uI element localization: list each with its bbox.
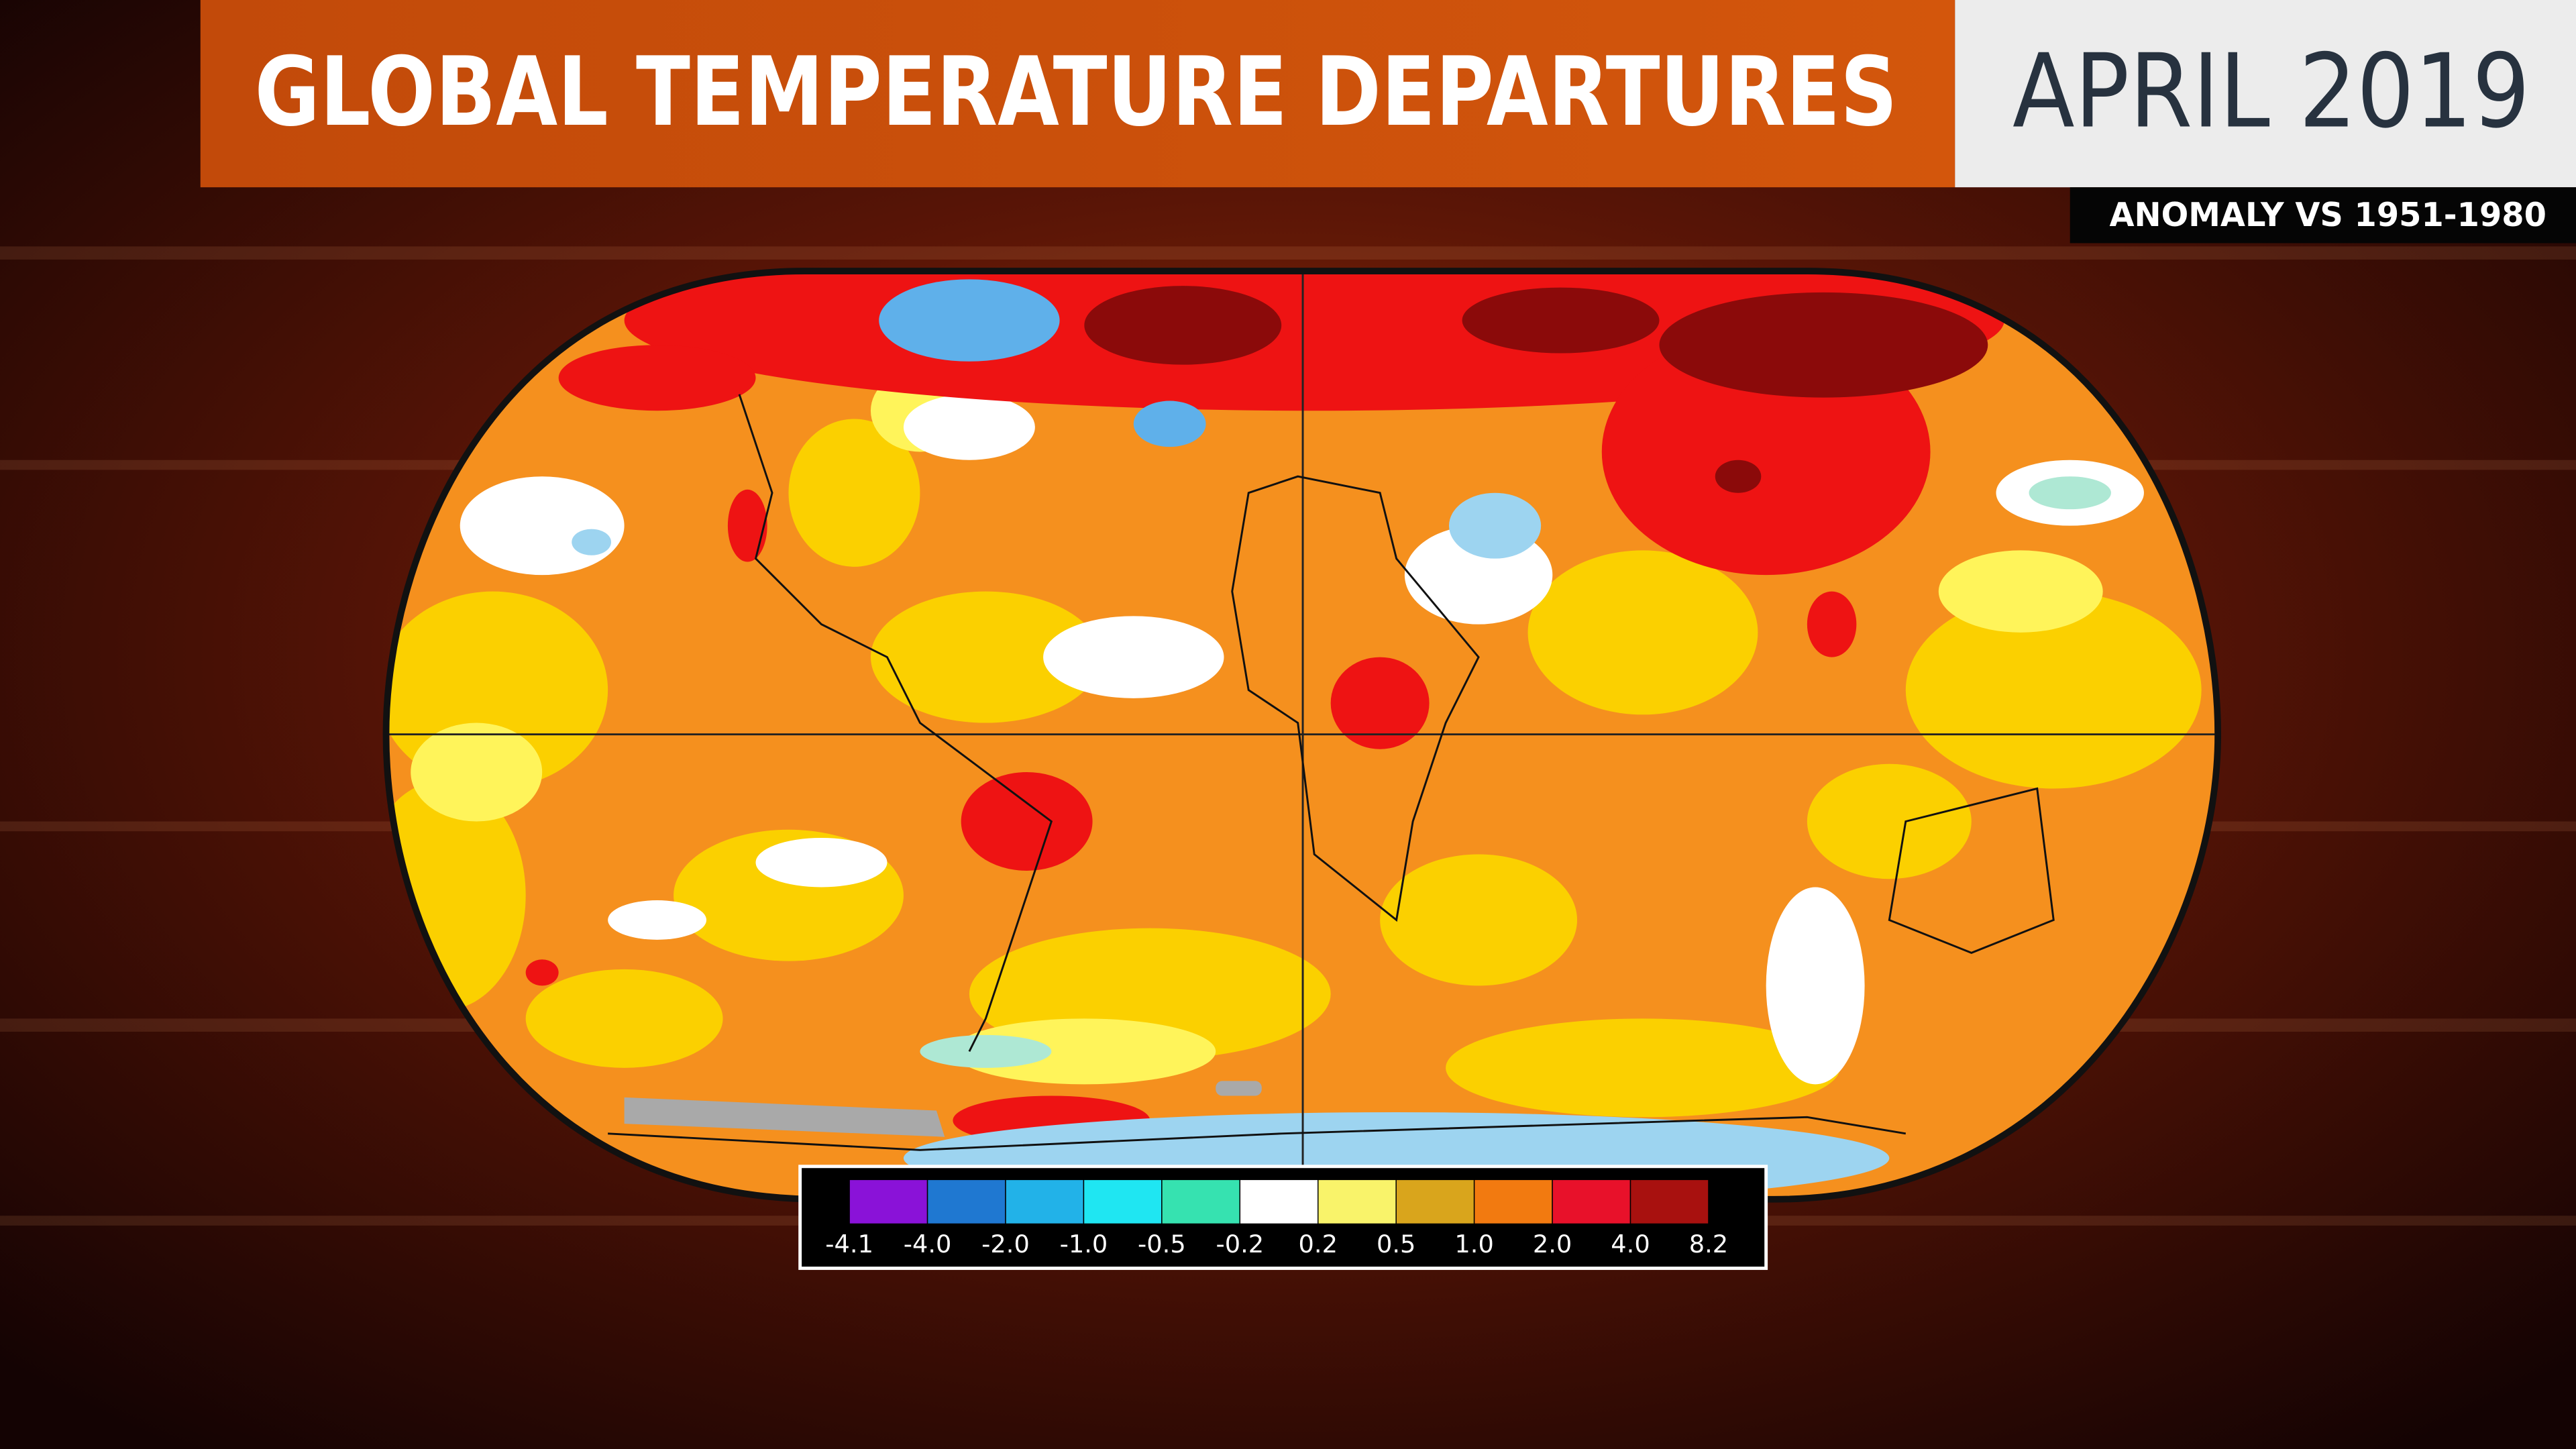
- legend-label: -0.2: [1216, 1230, 1264, 1258]
- map-feature: [1807, 591, 1857, 657]
- map-feature: [1715, 460, 1762, 493]
- region-group: [879, 279, 1206, 447]
- map-feature: [572, 529, 612, 555]
- legend-label: 2.0: [1533, 1230, 1572, 1258]
- legend-swatch: [1161, 1179, 1241, 1225]
- map-feature: [608, 1116, 1907, 1151]
- legend-label: -2.0: [981, 1230, 1030, 1258]
- legend-label: 0.5: [1377, 1230, 1415, 1258]
- map-feature: [608, 900, 707, 940]
- title: GLOBAL TEMPERATURE DEPARTURES: [255, 37, 1898, 148]
- legend-label: -4.1: [825, 1230, 873, 1258]
- legend-label: 8.2: [1689, 1230, 1728, 1258]
- legend-swatch: [1629, 1179, 1709, 1225]
- map-feature: [879, 279, 1060, 362]
- map-feature: [961, 772, 1093, 871]
- map-feature: [1084, 286, 1282, 365]
- subtitle: ANOMALY VS 1951-1980: [2109, 196, 2546, 234]
- map-feature: [788, 419, 920, 567]
- date-box: [1955, 0, 2576, 188]
- legend-label: 4.0: [1611, 1230, 1650, 1258]
- title-bar: [200, 0, 1955, 188]
- map-feature: [1766, 887, 1865, 1085]
- map-feature: [1807, 763, 1972, 879]
- map-feature: [1659, 292, 1988, 398]
- legend-label: -1.0: [1060, 1230, 1108, 1258]
- region-group: [1084, 286, 1988, 493]
- map-feature: [1133, 400, 1206, 447]
- map-feature: [903, 394, 1035, 460]
- date: APRIL 2019: [2012, 32, 2530, 150]
- map-feature: [870, 591, 1101, 723]
- map-feature: [1449, 492, 1542, 559]
- region-group: [920, 476, 2111, 1068]
- legend-swatch: [1318, 1179, 1397, 1225]
- map-feature: [1462, 287, 1660, 354]
- map-feature: [755, 837, 888, 888]
- map-feature: [525, 969, 723, 1068]
- map-feature: [1330, 657, 1430, 749]
- map-feature: [1446, 1018, 1840, 1118]
- map-feature: [411, 722, 543, 822]
- map-feature: [460, 476, 625, 576]
- map-feature: [525, 959, 559, 986]
- legend-label: 0.2: [1299, 1230, 1338, 1258]
- map-feature: [1527, 550, 1758, 715]
- map-outline: [382, 268, 2222, 1203]
- map-feature: [1231, 475, 1480, 922]
- region-group: [608, 394, 2055, 1151]
- legend-swatch: [849, 1179, 928, 1225]
- legend-swatch: [926, 1179, 1006, 1225]
- map-feature: [953, 1018, 1216, 1085]
- legend-swatch: [1395, 1179, 1475, 1225]
- band: [0, 246, 2576, 260]
- region-group: [386, 419, 2202, 1118]
- map-feature: [1216, 1081, 1262, 1096]
- world-map: [386, 271, 2218, 1199]
- legend-label: -4.0: [904, 1230, 952, 1258]
- map-feature: [1938, 550, 2103, 633]
- legend-swatch: [1239, 1179, 1319, 1225]
- map-feature: [727, 489, 767, 562]
- legend-label: 1.0: [1454, 1230, 1493, 1258]
- legend-swatch: [1005, 1179, 1085, 1225]
- legend-label: -0.5: [1138, 1230, 1186, 1258]
- legend-swatch: [1473, 1179, 1553, 1225]
- map-feature: [1043, 616, 1224, 698]
- legend: -4.1 -4.0 -2.0 -1.0 -0.5 -0.2 0.2 0.5 1.0 2.0 4.0 8…: [798, 1165, 1768, 1271]
- legend-swatch: [1552, 1179, 1631, 1225]
- map-feature: [624, 1097, 945, 1137]
- map-feature: [738, 394, 1053, 1053]
- map-feature: [920, 1034, 1052, 1068]
- subtitle-box: [2070, 187, 2576, 244]
- map-feature: [558, 345, 756, 411]
- map-feature: [1888, 787, 2055, 954]
- map-feature: [1905, 591, 2202, 789]
- map-feature: [1380, 854, 1578, 986]
- legend-swatch: [1083, 1179, 1163, 1225]
- map-feature: [2029, 476, 2111, 510]
